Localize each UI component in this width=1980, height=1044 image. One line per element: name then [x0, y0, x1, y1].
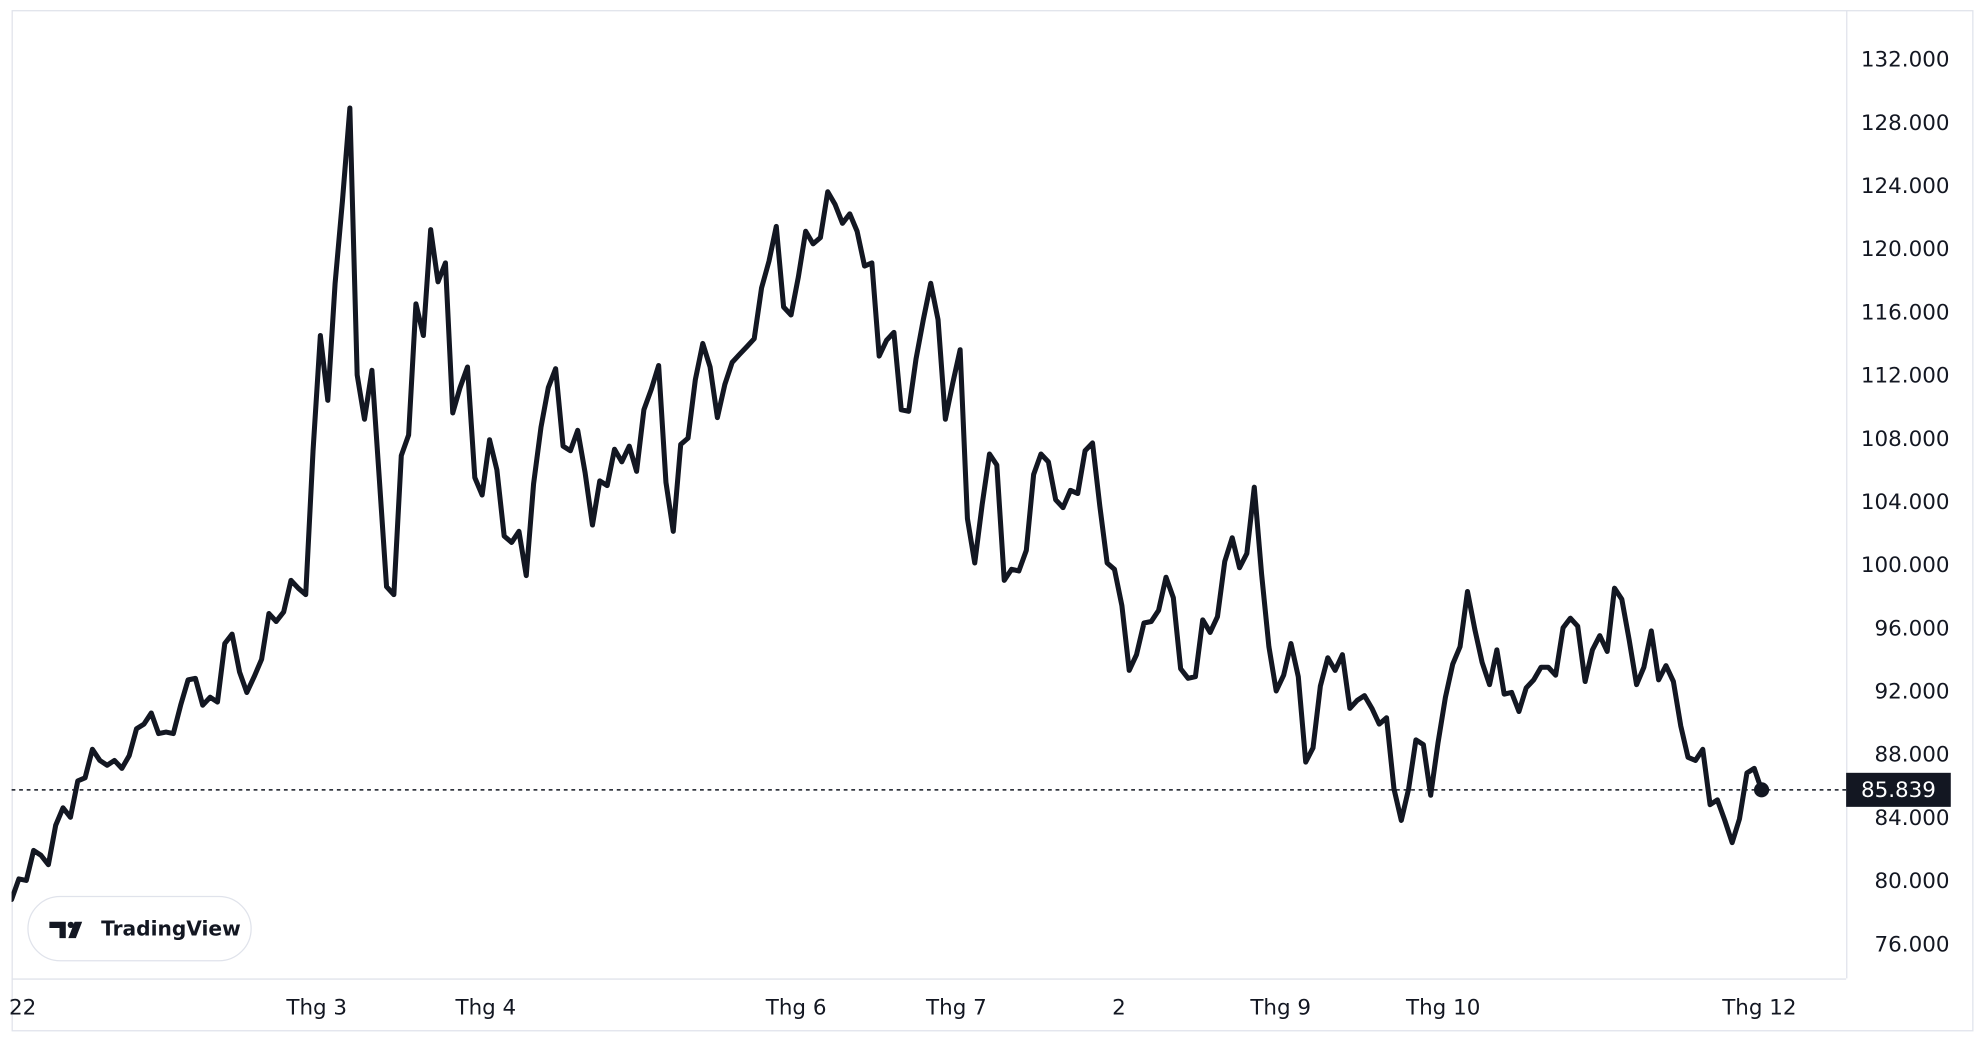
y-tick-label: 80.000 [1875, 869, 1950, 894]
x-tick-label: Thg 3 [285, 996, 347, 1021]
x-tick-label: Thg 6 [765, 996, 827, 1021]
x-tick-label: Thg 9 [1249, 996, 1311, 1021]
last-point [1754, 782, 1770, 798]
y-tick-label: 128.000 [1861, 111, 1950, 136]
watermark-logo-dot [67, 921, 74, 928]
chart-frame [11, 10, 1974, 1032]
x-tick-label: 2 [1112, 996, 1126, 1021]
watermark-box [27, 895, 252, 962]
y-tick-label: 92.000 [1875, 680, 1950, 705]
y-tick-label: 84.000 [1875, 806, 1950, 831]
y-tick-label: 76.000 [1875, 932, 1950, 957]
x-tick-label: Thg 4 [454, 996, 516, 1021]
y-tick-label: 88.000 [1875, 743, 1950, 768]
y-tick-label: 96.000 [1875, 616, 1950, 641]
y-tick-label: 108.000 [1861, 427, 1950, 452]
y-tick-label: 120.000 [1861, 237, 1950, 262]
y-tick-label: 112.000 [1861, 364, 1950, 389]
y-tick-label: 116.000 [1861, 300, 1950, 325]
watermark-logo [49, 921, 83, 939]
plot-area [11, 105, 1847, 903]
y-tick-label: 100.000 [1861, 553, 1950, 578]
y-tick-label: 104.000 [1861, 490, 1950, 515]
y-tick-label: 124.000 [1861, 174, 1950, 199]
x-tick-label: 22 [9, 996, 36, 1021]
last-price-box [1846, 772, 1951, 807]
x-tick-label: Thg 7 [925, 996, 987, 1021]
x-tick-label: Thg 12 [1721, 996, 1796, 1021]
y-tick-label: 132.000 [1861, 48, 1950, 73]
price-line [11, 105, 1765, 903]
watermark-text: TradingView [101, 916, 241, 940]
watermark: TradingView [27, 895, 252, 962]
last-price-label: 85.839 [1861, 778, 1936, 803]
x-tick-label: Thg 10 [1405, 996, 1480, 1021]
